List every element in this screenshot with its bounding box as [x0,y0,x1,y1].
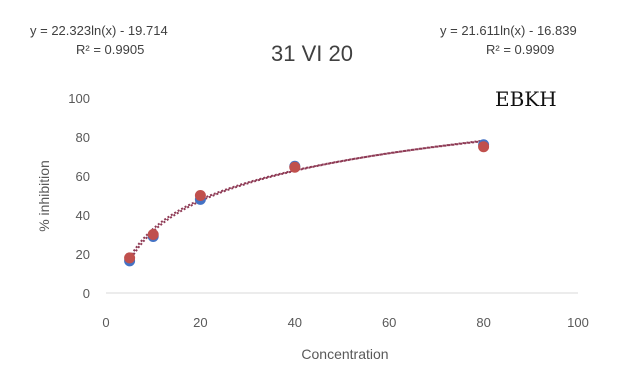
x-tick-label: 0 [102,315,109,330]
chart-title: 31 VI 20 [271,41,353,66]
chart-annotation: EBKH [495,87,557,111]
x-tick-label: 40 [288,315,302,330]
trendline-2-r2: R² = 0.9909 [486,42,555,57]
series-2-point [147,229,159,240]
x-tick-label: 100 [567,315,589,330]
series-2-point [478,141,490,153]
trendline-1-equation: y = 22.323ln(x) - 19.714 [30,23,168,38]
y-tick-label: 60 [76,169,90,184]
series-2-point [289,161,301,173]
x-tick-label: 80 [476,315,490,330]
y-tick-label: 20 [76,247,90,262]
series-2-point [124,252,136,264]
x-tick-label: 20 [193,315,207,330]
y-tick-label: 80 [76,130,90,145]
y-tick-label: 100 [68,91,90,106]
trendline-1 [128,139,484,262]
x-axis-title: Concentration [301,346,388,362]
trendline-2 [128,140,484,259]
series-2-point [194,190,206,201]
trendline-2-equation: y = 21.611ln(x) - 16.839 [440,23,577,38]
y-tick-label: 40 [76,208,90,223]
trendline-1-r2: R² = 0.9905 [76,42,145,57]
y-axis-title: % inhibition [36,160,52,232]
y-tick-label: 0 [83,286,90,301]
x-tick-label: 60 [382,315,396,330]
